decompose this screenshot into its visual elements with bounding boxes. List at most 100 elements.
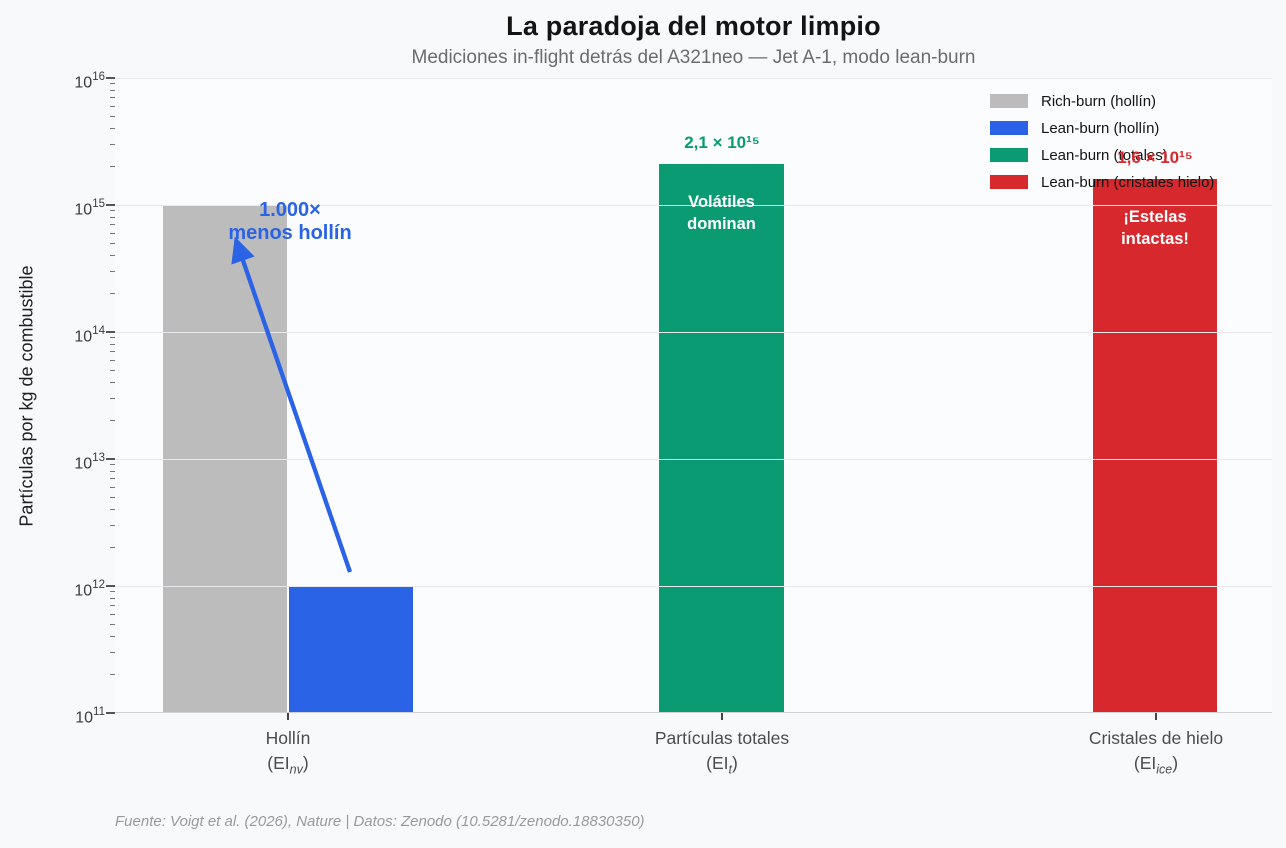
x-tick-1: [721, 713, 723, 720]
x-category-totales-line2: (EIt): [706, 753, 738, 777]
bar-leanburn-ice: [1093, 179, 1217, 713]
y-minor-tick: [110, 293, 115, 295]
inner-label-total-line2: dominan: [687, 215, 756, 234]
value-label-total: 2,1 × 10¹⁵: [684, 133, 760, 153]
y-tick-label-1e11: 1011: [75, 706, 105, 727]
soot-annotation-text: 1.000× menos hollín: [228, 199, 351, 245]
y-minor-tick: [110, 224, 115, 226]
y-minor-tick: [110, 166, 115, 168]
y-minor-tick: [110, 97, 115, 99]
y-minor-tick: [110, 255, 115, 257]
y-minor-tick: [110, 420, 115, 422]
x-tick-0: [287, 713, 289, 720]
x-category-hollin-line1: Hollín: [265, 728, 311, 748]
y-minor-tick: [110, 605, 115, 607]
x-axis-category-particulas-totales: Partículas totales (EIt): [552, 726, 892, 783]
gridline-1e14: [115, 331, 1272, 333]
y-minor-tick: [110, 359, 115, 361]
y-major-tick-1e14: [106, 331, 115, 333]
y-minor-tick: [110, 115, 115, 117]
y-minor-tick: [110, 636, 115, 638]
y-minor-tick: [110, 651, 115, 653]
x-category-hielo-line2: (EIice): [1133, 753, 1179, 777]
legend-item-leanburn-soot: Lean-burn (hollín): [990, 119, 1160, 137]
legend-swatch-richburn-soot: [990, 94, 1028, 108]
y-tick-label-1e16: 1016: [74, 71, 105, 92]
value-label-ice: 1,6 × 10¹⁵: [1117, 148, 1193, 168]
y-minor-tick: [110, 89, 115, 91]
y-minor-tick: [110, 382, 115, 384]
x-category-totales-line1: Partículas totales: [654, 728, 790, 748]
y-minor-tick: [110, 470, 115, 472]
legend-item-leanburn-total: Lean-burn (totales): [990, 146, 1168, 164]
soot-annotation-line2: menos hollín: [228, 222, 352, 244]
source-footer: Fuente: Voigt et al. (2026), Nature | Da…: [115, 813, 645, 830]
legend-swatch-leanburn-ice: [990, 175, 1028, 189]
y-minor-tick: [110, 232, 115, 234]
y-minor-tick: [110, 496, 115, 498]
y-minor-tick: [110, 369, 115, 371]
y-tick-label-1e14: 1014: [74, 325, 105, 346]
y-tick-label-1e12: 1012: [74, 579, 105, 600]
y-minor-tick: [110, 397, 115, 399]
y-minor-tick: [110, 623, 115, 625]
y-minor-tick: [110, 216, 115, 218]
x-axis-line: [115, 712, 1272, 714]
bar-leanburn-soot: [289, 586, 413, 713]
y-tick-label-1e15: 1015: [74, 198, 105, 219]
gridline-1e13: [115, 458, 1272, 460]
y-major-tick-1e12: [106, 585, 115, 587]
y-major-tick-1e15: [106, 204, 115, 206]
y-minor-tick: [110, 128, 115, 130]
legend-label-leanburn-ice: Lean-burn (cristales hielo): [1041, 173, 1215, 191]
legend-label-leanburn-soot: Lean-burn (hollín): [1041, 119, 1160, 137]
legend-item-richburn-soot: Rich-burn (hollín): [990, 92, 1157, 110]
y-minor-tick: [110, 210, 115, 212]
inner-label-ice: ¡Estelas intactas!: [1093, 206, 1217, 250]
y-minor-tick: [110, 486, 115, 488]
soot-annotation-line1: 1.000×: [259, 199, 321, 221]
y-minor-tick: [110, 674, 115, 676]
legend-label-richburn-soot: Rich-burn (hollín): [1041, 92, 1157, 110]
x-tick-2: [1155, 713, 1157, 720]
y-major-tick-1e11: [106, 712, 115, 714]
y-minor-tick: [110, 143, 115, 145]
chart-subtitle: Mediciones in-flight detrás del A321neo …: [411, 47, 976, 68]
y-axis-label: Partículas por kg de combustible: [16, 265, 37, 527]
y-minor-tick: [110, 270, 115, 272]
legend-item-leanburn-ice: Lean-burn (cristales hielo): [990, 173, 1215, 191]
y-minor-tick: [110, 351, 115, 353]
inner-label-total: Volátiles dominan: [659, 191, 784, 235]
x-axis-category-hollin: Hollín (EInv): [118, 726, 458, 783]
legend-swatch-leanburn-soot: [990, 121, 1028, 135]
legend-label-leanburn-total: Lean-burn (totales): [1041, 146, 1168, 164]
chart-title: La paradoja del motor limpio: [506, 11, 881, 41]
x-axis-category-cristales-hielo: Cristales de hielo (EIice): [986, 726, 1286, 783]
y-minor-tick: [110, 83, 115, 85]
y-minor-tick: [110, 509, 115, 511]
bar-leanburn-total: [659, 164, 784, 713]
y-minor-tick: [110, 524, 115, 526]
gridline-1e16: [115, 77, 1272, 79]
y-minor-tick: [110, 597, 115, 599]
inner-label-total-line1: Volátiles: [688, 193, 755, 212]
gridline-1e12: [115, 585, 1272, 587]
y-minor-tick: [110, 464, 115, 466]
y-major-tick-1e16: [106, 77, 115, 79]
y-minor-tick: [110, 478, 115, 480]
y-tick-label-1e13: 1013: [74, 452, 105, 473]
x-category-hollin-line2: (EInv): [267, 753, 309, 777]
y-minor-tick: [110, 547, 115, 549]
gridline-1e15: [115, 204, 1272, 206]
y-minor-tick: [110, 242, 115, 244]
inner-label-ice-line2: intactas!: [1121, 230, 1189, 249]
y-minor-tick: [110, 613, 115, 615]
y-minor-tick: [110, 343, 115, 345]
y-minor-tick: [110, 337, 115, 339]
x-category-hielo-line1: Cristales de hielo: [1088, 728, 1224, 748]
y-major-tick-1e13: [106, 458, 115, 460]
y-minor-tick: [110, 105, 115, 107]
inner-label-ice-line1: ¡Estelas: [1123, 208, 1187, 227]
y-minor-tick: [110, 591, 115, 593]
